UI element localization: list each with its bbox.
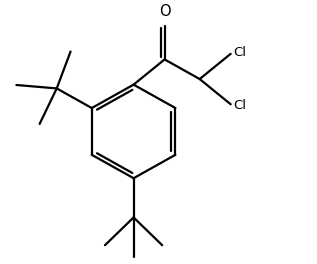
Text: Cl: Cl — [233, 46, 246, 59]
Text: Cl: Cl — [233, 99, 246, 112]
Text: O: O — [159, 4, 171, 20]
